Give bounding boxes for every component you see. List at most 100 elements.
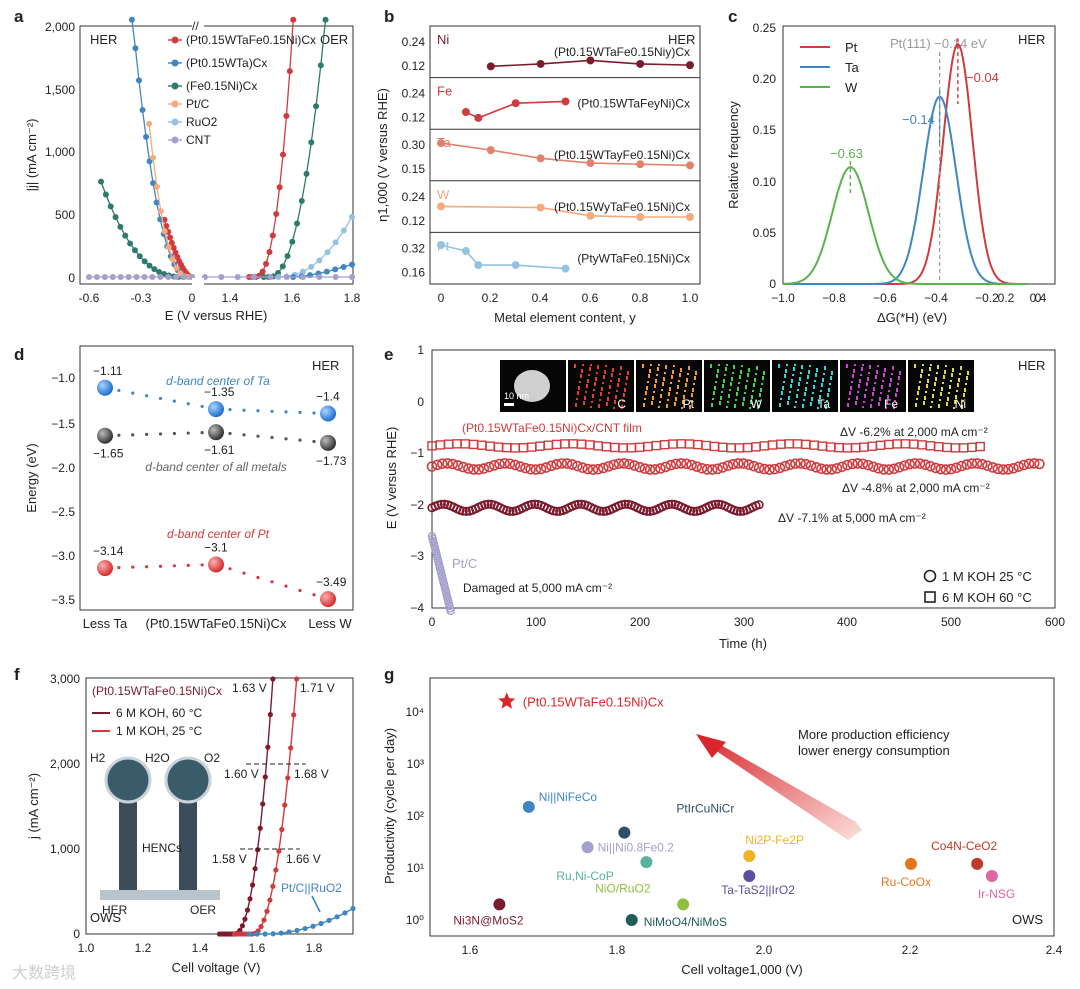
her-cnt-point	[181, 274, 188, 280]
eds-pixel	[816, 368, 818, 370]
y-tick: 0	[769, 277, 776, 291]
eds-pixel	[686, 380, 688, 382]
value-label: −3.14	[93, 544, 124, 558]
eds-pixel	[815, 373, 817, 375]
eds-pixel	[873, 389, 875, 391]
row-formula: (PtyWTaFe0.15Ni)Cx	[577, 251, 690, 265]
eds-pixel	[934, 384, 936, 386]
trace-circle-5000	[483, 499, 493, 509]
eds-pixel	[870, 404, 872, 406]
eds-pixel	[624, 390, 626, 392]
sphere-right	[164, 756, 212, 804]
trace-circle-1m	[1018, 459, 1030, 471]
trace-circle-1m	[899, 460, 910, 471]
eds-pixel	[590, 364, 592, 366]
eds-pixel	[890, 378, 892, 380]
eds-pixel	[960, 366, 962, 368]
trace-square-6m	[809, 440, 819, 450]
eds-pixel	[602, 382, 604, 384]
panel-b-xticks: 0 0.2 0.4 0.6 0.8 1.0	[438, 291, 699, 305]
eds-pixel	[742, 404, 744, 406]
eds-pixel	[854, 364, 856, 366]
eds-pixel	[915, 405, 917, 407]
oer-ptwta-point	[332, 266, 339, 273]
trace-circle-1m	[893, 462, 905, 473]
row-point	[437, 139, 445, 148]
d-band-sphere	[208, 424, 224, 441]
eds-pixel	[808, 370, 810, 372]
eds-pixel	[808, 372, 810, 374]
ows-6m-point	[257, 825, 263, 831]
point-label: Ni2P-Fe2P	[745, 833, 804, 847]
eds-pixel	[929, 367, 931, 369]
trace-circle-1m	[883, 464, 895, 475]
axis-break-top	[192, 20, 204, 32]
panel-g-letter: g	[384, 665, 394, 684]
trace-circle-1m	[992, 463, 1004, 475]
panel-f-inset: H2 H2O O2 HENCs HER OER	[90, 751, 220, 917]
eds-pixel	[667, 399, 669, 401]
eds-pixel	[866, 382, 868, 384]
eds-pixel	[944, 370, 946, 372]
x-tick: 1.8	[306, 941, 323, 955]
panel-a-letter: a	[14, 7, 24, 26]
ows-6m-point	[265, 744, 271, 750]
eds-pixel	[816, 370, 818, 372]
eds-pixel	[872, 394, 874, 396]
eds-pixel	[666, 406, 668, 408]
eds-pixel	[655, 381, 657, 383]
eds-pixel	[791, 379, 793, 381]
eds-pixel	[617, 383, 619, 385]
legend-item: (Pt0.15WTa)Cx	[186, 56, 267, 70]
her-cnt-point	[141, 274, 148, 280]
eds-pixel	[947, 397, 949, 399]
trace-circle-1m	[888, 463, 900, 475]
eds-pixel	[615, 397, 617, 399]
eds-pixel	[750, 402, 752, 404]
eds-pixel	[717, 369, 719, 371]
x-tick: 0.4	[1030, 291, 1047, 305]
eds-pixel	[798, 382, 800, 384]
eds-pixel	[682, 400, 684, 402]
eds-pixel	[885, 407, 887, 409]
panel-f: f H2 H2O O2 HENCs HER OER (Pt0.15WTaFe0.…	[14, 665, 356, 975]
eds-pixel	[932, 396, 934, 398]
eds-pixel	[713, 393, 715, 395]
eds-pixel	[654, 384, 656, 386]
d-band-sphere	[97, 379, 113, 396]
eds-pixel	[856, 396, 858, 398]
eds-pixel	[928, 374, 930, 376]
trace-circle-5000	[754, 500, 764, 510]
her-ptc-point	[169, 256, 176, 263]
series-label-ta: d-band center of Ta	[166, 374, 270, 388]
eds-pixel	[663, 379, 665, 381]
her-cnt-point	[149, 274, 156, 280]
eds-pixel	[957, 383, 959, 385]
trace-circle-1m	[686, 459, 697, 471]
eds-pixel	[896, 390, 898, 392]
eds-pixel	[950, 380, 952, 382]
eds-pixel	[580, 374, 582, 376]
eds-pixel	[948, 392, 950, 394]
connector-dot	[117, 565, 121, 570]
eds-pixel	[599, 399, 601, 401]
eds-pixel	[727, 401, 729, 403]
her-ptc-point	[161, 228, 168, 235]
x-tick: 0	[438, 291, 445, 305]
eds-pixel	[657, 369, 659, 371]
eds-pixel	[822, 380, 824, 382]
eds-pixel	[752, 390, 754, 392]
oer-heo-point	[280, 151, 287, 158]
eds-pixel	[607, 399, 609, 401]
eds-pixel	[818, 402, 820, 404]
trace-circle-1m	[909, 458, 921, 469]
scatter-point	[677, 898, 690, 911]
eds-pixel	[831, 371, 833, 373]
eds-pixel	[857, 391, 859, 393]
trace-square-6m	[900, 439, 911, 449]
ows-6m-point	[249, 882, 256, 888]
scatter-point	[640, 856, 653, 869]
eds-pixel	[794, 364, 796, 366]
eds-pixel	[881, 387, 883, 389]
oer-ruo2-point	[308, 263, 315, 270]
